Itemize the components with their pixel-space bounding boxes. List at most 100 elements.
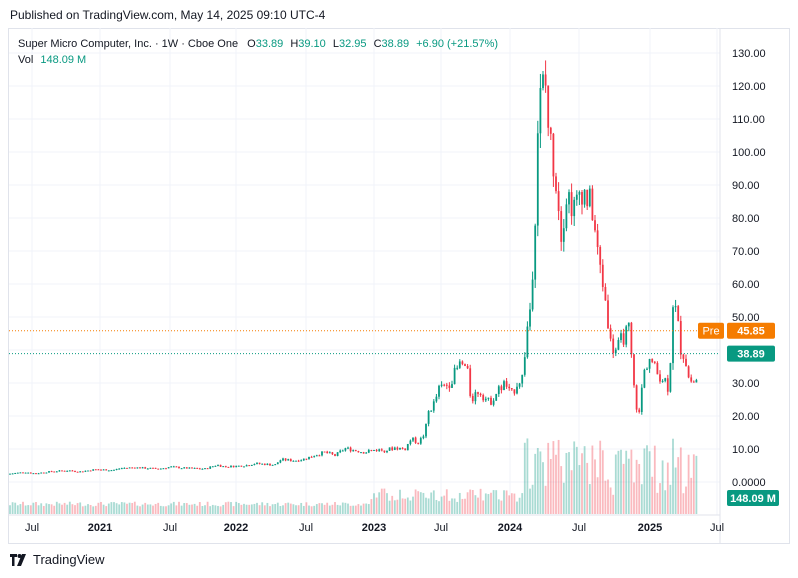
candle-body <box>635 385 638 410</box>
candle-body <box>14 473 17 475</box>
candle-body <box>406 443 409 451</box>
candle-body <box>22 472 24 474</box>
candle-body <box>154 467 157 469</box>
candle-body <box>48 471 50 473</box>
volume-bar <box>183 503 186 514</box>
volume-bar <box>612 494 615 514</box>
volume-bar <box>105 506 108 514</box>
candle-body <box>412 437 414 441</box>
candle-body <box>222 466 225 468</box>
volume-bar <box>575 446 578 514</box>
volume-bar <box>110 502 113 514</box>
volume-bar <box>339 505 342 514</box>
candle-body <box>282 458 284 461</box>
volume-bar <box>386 493 388 514</box>
tradingview-logo-icon <box>10 553 26 566</box>
candle-body <box>302 458 305 461</box>
candle-body <box>206 468 209 470</box>
candle-body <box>68 470 71 472</box>
candle-body <box>380 449 383 451</box>
symbol-title[interactable]: Super Micro Computer, Inc. · 1W · Cboe O… <box>18 38 239 50</box>
volume-bar <box>399 489 401 514</box>
volume-bar <box>435 499 438 514</box>
volume-bar <box>679 447 682 514</box>
volume-bar <box>354 505 357 514</box>
candle-body <box>269 463 271 466</box>
time-axis[interactable]: Jul 2021 Jul 2022 Jul 2023 Jul 2024 Jul 2025 Jul <box>8 514 724 534</box>
volume-bar <box>609 487 612 514</box>
volume-bar <box>274 504 277 514</box>
volume-bar <box>448 500 451 514</box>
candle-body <box>396 447 399 450</box>
volume-bar <box>295 505 297 514</box>
volume-bar <box>128 502 131 514</box>
candle-body <box>445 384 448 386</box>
candle-body <box>81 471 84 473</box>
volume-bar <box>404 498 407 514</box>
candle-body <box>526 326 529 358</box>
candle-body <box>162 468 165 470</box>
legend-ohlc-row: Super Micro Computer, Inc. · 1W · Cboe O… <box>18 36 498 52</box>
low-value: 32.95 <box>338 38 367 50</box>
y-tick-label: 120.00 <box>732 81 766 93</box>
volume-bar <box>58 503 61 514</box>
candle-body <box>336 452 339 456</box>
candle-body <box>565 204 568 229</box>
volume-bar <box>534 453 537 514</box>
volume-bar <box>282 505 284 514</box>
volume-bar <box>646 445 648 514</box>
candle-body <box>321 451 323 456</box>
close-label: C <box>373 38 382 50</box>
volume-bar <box>178 501 180 514</box>
candle-body <box>323 451 326 453</box>
volume-bar <box>100 501 102 514</box>
candle-body <box>495 394 498 401</box>
candle-body <box>672 307 674 364</box>
volume-bar <box>328 505 331 514</box>
candle-body <box>601 264 604 287</box>
volume-bar <box>370 499 373 514</box>
volume-bar <box>347 503 349 514</box>
candle-body <box>474 392 477 402</box>
candle-body <box>659 374 661 382</box>
volume-bar <box>11 502 14 514</box>
candle-body <box>417 442 420 444</box>
candle-body <box>32 473 35 475</box>
candle-body <box>292 460 295 462</box>
candle-body <box>640 387 643 412</box>
candle-body <box>279 460 282 463</box>
candle-body <box>471 395 474 402</box>
candle-body <box>399 447 401 450</box>
volume-bar <box>677 457 680 514</box>
volume-bar <box>63 502 66 514</box>
candle-body <box>448 385 451 388</box>
candle-body <box>357 451 360 453</box>
candle-body <box>674 306 677 308</box>
candle-body <box>250 464 253 466</box>
candle-body <box>692 381 695 383</box>
candle-body <box>198 468 201 470</box>
volume-label[interactable]: Vol <box>18 54 34 66</box>
candle-body <box>617 340 620 350</box>
volume-bar <box>126 503 128 514</box>
candle-body <box>581 192 583 205</box>
volume-bar <box>396 499 399 514</box>
volume-bar <box>601 450 604 514</box>
candle-body <box>58 470 61 472</box>
candle-body <box>386 450 388 453</box>
y-tick-label: 60.00 <box>732 279 760 291</box>
candle-body <box>136 467 139 469</box>
volume-bar <box>526 438 529 514</box>
price-axis[interactable]: 130.00 120.00 110.00 100.00 90.00 80.00 70.00 6… <box>698 28 779 544</box>
volume-bar <box>591 445 594 514</box>
volume-bar <box>599 440 602 514</box>
candle-body <box>588 188 591 207</box>
volume-bar <box>458 492 461 514</box>
volume-bar <box>258 505 261 514</box>
published-caption: Published on TradingView.com, May 14, 20… <box>10 8 326 22</box>
volume-bar <box>175 505 178 514</box>
tradingview-brand[interactable]: TradingView <box>10 552 105 567</box>
candle-body <box>19 472 22 474</box>
candle-body <box>105 469 108 471</box>
